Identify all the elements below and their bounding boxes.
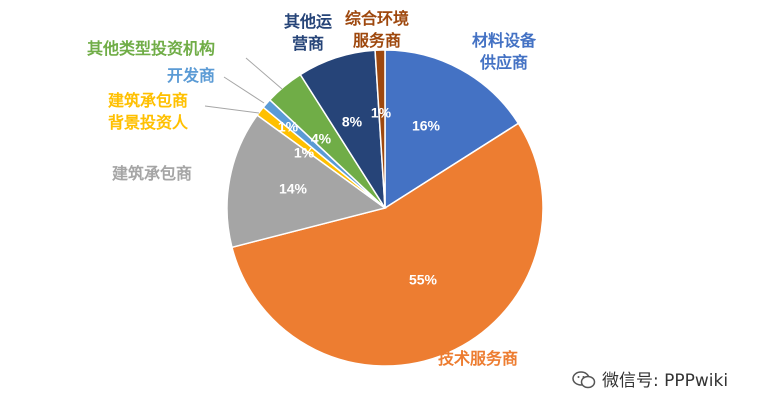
pie-slice	[226, 114, 387, 249]
pie-slice	[374, 49, 386, 209]
category-label: 其他类型投资机构	[87, 38, 215, 60]
slice-percent-label: 55%	[409, 272, 438, 288]
category-label-line: 材料设备	[472, 31, 537, 50]
leader-line	[204, 105, 260, 114]
category-label: 综合环境 服务商	[345, 8, 409, 52]
category-label-line: 服务商	[353, 31, 402, 50]
category-label: 材料设备 供应商	[472, 30, 536, 74]
category-label-line: 开发商	[167, 66, 216, 85]
category-label-line: 建筑承包商	[112, 164, 193, 183]
category-label: 开发商	[167, 65, 215, 87]
slice-percent-label: 1%	[294, 145, 315, 161]
watermark: 微信号: PPPwiki	[572, 366, 728, 391]
leader-lines	[204, 57, 283, 114]
slice-percent-label: 14%	[279, 181, 308, 197]
category-label-line: 其他运	[284, 12, 333, 31]
category-label-line: 供应商	[480, 53, 529, 72]
category-label-line: 营商	[292, 34, 325, 53]
category-label: 技术服务商	[438, 348, 518, 370]
slice-percent-label: 1%	[371, 105, 392, 121]
pie-slice	[231, 122, 544, 367]
category-label-line: 建筑承包商	[108, 91, 189, 110]
slice-percent-label: 16%	[412, 118, 441, 134]
slice-percent-label: 1%	[278, 119, 299, 135]
category-label: 其他运 营商	[284, 11, 332, 55]
slice-percent-label: 8%	[342, 114, 363, 130]
category-label-line: 综合环境	[345, 9, 410, 28]
category-label-line: 其他类型投资机构	[87, 39, 216, 58]
category-label: 建筑承包商背景投资人	[108, 90, 188, 134]
pie-slices	[226, 49, 544, 367]
category-label-line: 技术服务商	[438, 349, 519, 368]
data-labels: 16%55%14%1%1%4%8%1%	[278, 105, 441, 288]
category-label: 建筑承包商	[112, 163, 192, 185]
wechat-icon	[572, 371, 596, 389]
category-label-line: 背景投资人	[108, 113, 189, 132]
leader-line	[223, 76, 265, 104]
pie-slice	[384, 49, 520, 210]
leader-line	[245, 57, 283, 90]
slice-percent-label: 4%	[311, 131, 332, 147]
watermark-text: 微信号: PPPwiki	[602, 371, 729, 391]
